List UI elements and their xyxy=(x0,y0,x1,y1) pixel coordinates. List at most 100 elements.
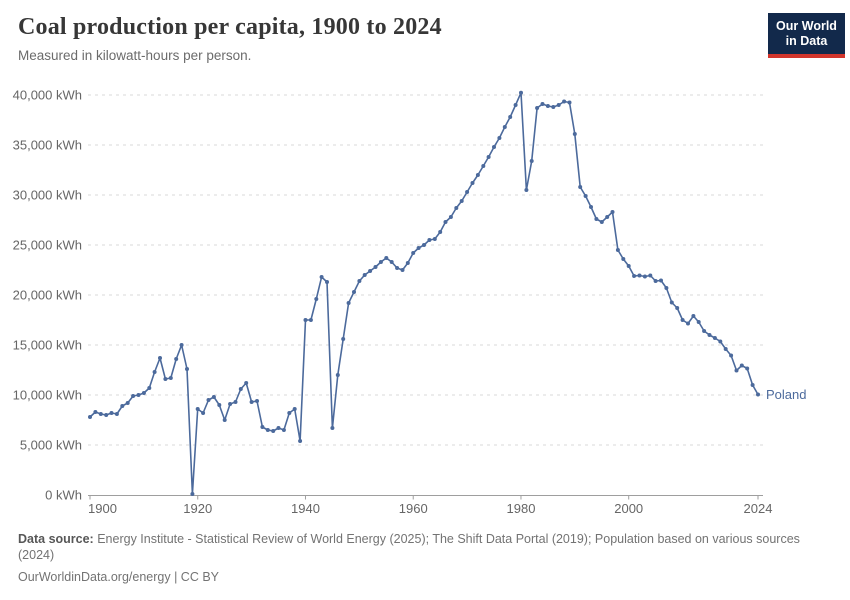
data-point[interactable] xyxy=(637,273,642,278)
data-point[interactable] xyxy=(98,412,103,416)
data-point[interactable] xyxy=(346,301,351,305)
data-point[interactable] xyxy=(206,398,211,402)
data-point[interactable] xyxy=(281,428,286,432)
data-point[interactable] xyxy=(125,401,130,405)
data-point[interactable] xyxy=(228,402,233,406)
data-point[interactable] xyxy=(174,357,179,361)
data-point[interactable] xyxy=(497,136,502,140)
data-point[interactable] xyxy=(475,173,480,177)
data-point[interactable] xyxy=(378,260,383,264)
data-point[interactable] xyxy=(136,393,141,397)
data-point[interactable] xyxy=(147,386,152,390)
data-point[interactable] xyxy=(195,407,200,411)
data-point[interactable] xyxy=(626,264,631,268)
data-point[interactable] xyxy=(572,132,577,136)
data-point[interactable] xyxy=(357,279,362,283)
data-point[interactable] xyxy=(104,413,109,417)
data-point[interactable] xyxy=(120,404,125,408)
data-point[interactable] xyxy=(308,318,313,322)
data-point[interactable] xyxy=(217,403,222,407)
data-point[interactable] xyxy=(185,367,189,371)
data-point[interactable] xyxy=(540,102,545,106)
data-point[interactable] xyxy=(405,261,410,265)
data-point[interactable] xyxy=(578,185,583,189)
data-point[interactable] xyxy=(443,220,448,224)
data-point[interactable] xyxy=(675,306,680,310)
data-point[interactable] xyxy=(508,115,513,119)
data-point[interactable] xyxy=(362,273,367,277)
data-point[interactable] xyxy=(702,329,707,333)
data-point[interactable] xyxy=(292,407,297,411)
entity-label-poland[interactable]: Poland xyxy=(766,387,806,402)
data-point[interactable] xyxy=(712,336,717,340)
data-point[interactable] xyxy=(691,314,696,318)
data-point[interactable] xyxy=(179,343,184,347)
data-point[interactable] xyxy=(411,251,416,255)
data-point[interactable] xyxy=(680,318,685,322)
data-point[interactable] xyxy=(152,370,157,374)
data-point[interactable] xyxy=(723,347,728,351)
data-point[interactable] xyxy=(610,210,615,214)
data-point[interactable] xyxy=(562,99,567,104)
data-point[interactable] xyxy=(255,399,259,403)
data-point[interactable] xyxy=(190,492,195,496)
data-point[interactable] xyxy=(432,237,437,241)
data-point[interactable] xyxy=(448,215,453,219)
data-point[interactable] xyxy=(335,373,340,377)
data-point[interactable] xyxy=(718,339,723,344)
data-point[interactable] xyxy=(260,425,265,429)
data-point[interactable] xyxy=(545,104,550,108)
data-point[interactable] xyxy=(222,418,227,422)
data-point[interactable] xyxy=(605,215,610,219)
data-point[interactable] xyxy=(567,100,572,105)
data-point[interactable] xyxy=(632,274,637,278)
data-point[interactable] xyxy=(368,269,373,273)
data-point[interactable] xyxy=(276,426,281,430)
data-point[interactable] xyxy=(422,243,426,247)
data-point[interactable] xyxy=(303,318,308,322)
data-point[interactable] xyxy=(454,206,459,210)
data-point[interactable] xyxy=(686,321,690,326)
data-point[interactable] xyxy=(341,337,346,341)
data-point[interactable] xyxy=(739,363,744,368)
data-point[interactable] xyxy=(384,256,389,260)
data-point[interactable] xyxy=(211,395,216,399)
data-point[interactable] xyxy=(330,426,335,430)
data-point[interactable] xyxy=(163,377,168,381)
line-chart[interactable]: 0 kWh 5,000 kWh 10,000 kWh 15,000 kWh 20,000… xyxy=(0,75,850,525)
data-point[interactable] xyxy=(599,220,604,224)
data-point[interactable] xyxy=(707,333,712,337)
data-point[interactable] xyxy=(750,383,755,387)
data-point[interactable] xyxy=(502,125,507,129)
data-point[interactable] xyxy=(470,181,475,185)
data-point[interactable] xyxy=(729,353,734,358)
data-point[interactable] xyxy=(734,368,739,373)
data-point[interactable] xyxy=(653,279,658,283)
data-point[interactable] xyxy=(481,164,486,168)
data-point[interactable] xyxy=(244,381,249,385)
data-point[interactable] xyxy=(131,394,136,398)
data-point[interactable] xyxy=(427,238,432,242)
data-point[interactable] xyxy=(648,273,653,278)
data-point[interactable] xyxy=(615,248,620,252)
data-point[interactable] xyxy=(669,300,674,305)
data-point[interactable] xyxy=(395,266,400,270)
data-point[interactable] xyxy=(271,429,276,433)
data-point[interactable] xyxy=(756,392,760,397)
data-point[interactable] xyxy=(486,155,491,159)
data-point[interactable] xyxy=(233,400,238,404)
poland-series-line[interactable] xyxy=(89,91,759,495)
data-point[interactable] xyxy=(158,356,162,360)
data-point[interactable] xyxy=(109,411,114,415)
data-point[interactable] xyxy=(659,278,663,283)
data-point[interactable] xyxy=(535,106,540,110)
data-point[interactable] xyxy=(492,145,496,149)
data-point[interactable] xyxy=(168,376,173,380)
data-point[interactable] xyxy=(621,257,626,261)
data-point[interactable] xyxy=(141,391,146,395)
data-point[interactable] xyxy=(745,366,750,371)
data-point[interactable] xyxy=(287,411,292,415)
data-point[interactable] xyxy=(459,199,464,203)
data-point[interactable] xyxy=(400,268,405,272)
data-point[interactable] xyxy=(298,439,303,443)
